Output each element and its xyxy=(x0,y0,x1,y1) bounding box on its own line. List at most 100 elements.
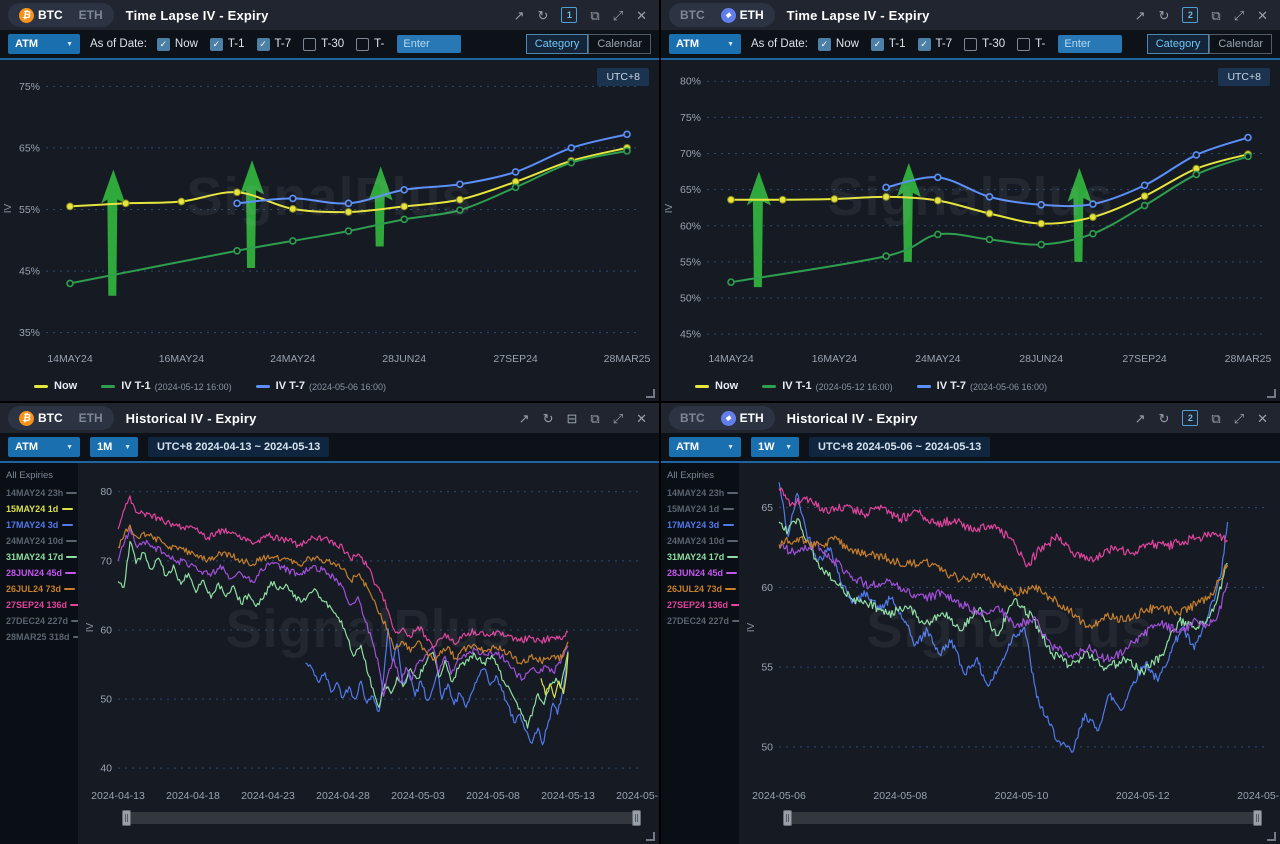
asof-checkbox-t-1[interactable]: ✓T-1 xyxy=(871,38,906,51)
close-icon[interactable]: ✕ xyxy=(1257,9,1268,22)
duplicate-icon[interactable]: ⧉ xyxy=(1211,412,1220,425)
checkbox-box[interactable] xyxy=(356,38,369,51)
coin-option-btc[interactable]: BTC xyxy=(672,411,713,425)
expiry-list-item[interactable]: 27DEC24 227d xyxy=(0,613,78,629)
expiry-list-item[interactable]: 31MAY24 17d xyxy=(0,549,78,565)
expand-icon[interactable]: ⤢ xyxy=(1234,412,1244,425)
strike-select[interactable]: ATM ▼ xyxy=(8,34,80,54)
expiry-list-item[interactable]: 27DEC24 227d xyxy=(661,613,739,629)
historical-chart[interactable]: SignalPlus IV 40506070802024-04-132024-0… xyxy=(78,463,659,808)
resize-handle-icon[interactable] xyxy=(646,832,655,841)
slider-handle-left[interactable] xyxy=(122,810,131,826)
expand-icon[interactable]: ⤢ xyxy=(613,412,623,425)
strike-select[interactable]: ATM ▼ xyxy=(8,437,80,457)
expiry-list-item[interactable]: 15MAY24 1d xyxy=(0,501,78,517)
t-custom-input[interactable]: Enter xyxy=(1058,35,1122,53)
asof-checkbox-t-7[interactable]: ✓T-7 xyxy=(918,38,953,51)
expiry-list-item[interactable]: 17MAY24 3d xyxy=(661,517,739,533)
refresh-icon[interactable]: ↻ xyxy=(537,9,548,22)
chart-svg[interactable]: 40506070802024-04-132024-04-182024-04-23… xyxy=(78,463,659,808)
external-link-icon[interactable]: ↗ xyxy=(519,412,530,425)
coin-option-eth[interactable]: ETH xyxy=(71,8,111,22)
time-range-slider[interactable] xyxy=(783,812,1262,824)
expiry-list-item[interactable]: 24MAY24 10d xyxy=(0,533,78,549)
legend-item[interactable]: IV T-1(2024-05-12 16:00) xyxy=(762,380,892,392)
period-select[interactable]: 1M ▼ xyxy=(90,437,138,457)
coin-option-eth[interactable]: ◆ ETH xyxy=(713,411,772,426)
expand-icon[interactable]: ⤢ xyxy=(1234,9,1244,22)
external-link-icon[interactable]: ↗ xyxy=(1135,412,1146,425)
time-range-slider[interactable] xyxy=(122,812,641,824)
period-select[interactable]: 1W ▼ xyxy=(751,437,799,457)
expiry-list-item[interactable]: 26JUL24 73d xyxy=(0,581,78,597)
slider-handle-left[interactable] xyxy=(783,810,792,826)
legend-item[interactable]: IV T-1(2024-05-12 16:00) xyxy=(101,380,231,392)
slider-handle-right[interactable] xyxy=(632,810,641,826)
strike-select[interactable]: ATM ▼ xyxy=(669,437,741,457)
expiry-list-item[interactable]: 17MAY24 3d xyxy=(0,517,78,533)
timelapse-chart[interactable]: SignalPlus UTC+8 IV 45%50%55%60%65%70%75… xyxy=(661,60,1280,371)
panel-number-badge[interactable]: 2 xyxy=(1182,7,1198,23)
archive-icon[interactable]: ⊟ xyxy=(566,412,577,425)
resize-handle-icon[interactable] xyxy=(1267,389,1276,398)
close-icon[interactable]: ✕ xyxy=(636,9,647,22)
close-icon[interactable]: ✕ xyxy=(1257,412,1268,425)
t-custom-input[interactable]: Enter xyxy=(397,35,461,53)
coin-option-eth[interactable]: ◆ ETH xyxy=(713,8,772,23)
expiry-list-item[interactable]: 31MAY24 17d xyxy=(661,549,739,565)
legend-item[interactable]: IV T-7(2024-05-06 16:00) xyxy=(917,380,1047,392)
view-button-category[interactable]: Category xyxy=(526,34,589,54)
expand-icon[interactable]: ⤢ xyxy=(613,9,623,22)
view-button-calendar[interactable]: Calendar xyxy=(588,34,651,54)
asof-checkbox-t-7[interactable]: ✓T-7 xyxy=(257,38,292,51)
duplicate-icon[interactable]: ⧉ xyxy=(590,9,599,22)
external-link-icon[interactable]: ↗ xyxy=(1135,9,1146,22)
strike-select[interactable]: ATM ▼ xyxy=(669,34,741,54)
chart-svg[interactable]: 505560652024-05-062024-05-082024-05-1020… xyxy=(739,463,1280,808)
asof-checkbox-t-30[interactable]: T-30 xyxy=(964,38,1005,51)
asof-checkbox-t-[interactable]: T- xyxy=(356,38,384,51)
expiry-list-item[interactable]: 27SEP24 136d xyxy=(0,597,78,613)
expiry-list-item[interactable]: 14MAY24 23h xyxy=(661,485,739,501)
refresh-icon[interactable]: ↻ xyxy=(1158,9,1169,22)
checkbox-box[interactable] xyxy=(303,38,316,51)
view-button-category[interactable]: Category xyxy=(1147,34,1210,54)
resize-handle-icon[interactable] xyxy=(646,389,655,398)
checkbox-box[interactable]: ✓ xyxy=(818,38,831,51)
duplicate-icon[interactable]: ⧉ xyxy=(1211,9,1220,22)
legend-item[interactable]: Now xyxy=(695,380,738,392)
asof-checkbox-t-[interactable]: T- xyxy=(1017,38,1045,51)
checkbox-box[interactable] xyxy=(1017,38,1030,51)
panel-number-badge[interactable]: 2 xyxy=(1182,410,1198,426)
checkbox-box[interactable]: ✓ xyxy=(871,38,884,51)
asof-checkbox-t-30[interactable]: T-30 xyxy=(303,38,344,51)
expiry-list-item[interactable]: 28JUN24 45d xyxy=(0,565,78,581)
coin-option-btc[interactable]: ₿ BTC xyxy=(11,411,71,426)
asof-checkbox-now[interactable]: ✓Now xyxy=(818,38,859,51)
legend-item[interactable]: Now xyxy=(34,380,77,392)
historical-chart[interactable]: SignalPlus IV 505560652024-05-062024-05-… xyxy=(739,463,1280,808)
close-icon[interactable]: ✕ xyxy=(636,412,647,425)
chart-svg[interactable]: 45%50%55%60%65%70%75%80%14MAY2416MAY2424… xyxy=(661,60,1280,371)
expiry-list-item[interactable]: 14MAY24 23h xyxy=(0,485,78,501)
slider-handle-right[interactable] xyxy=(1253,810,1262,826)
chart-svg[interactable]: 35%45%55%65%75%14MAY2416MAY2424MAY2428JU… xyxy=(0,60,659,371)
coin-option-btc[interactable]: ₿ BTC xyxy=(11,8,71,23)
duplicate-icon[interactable]: ⧉ xyxy=(590,412,599,425)
resize-handle-icon[interactable] xyxy=(1267,832,1276,841)
checkbox-box[interactable]: ✓ xyxy=(157,38,170,51)
legend-item[interactable]: IV T-7(2024-05-06 16:00) xyxy=(256,380,386,392)
checkbox-box[interactable]: ✓ xyxy=(210,38,223,51)
asof-checkbox-now[interactable]: ✓Now xyxy=(157,38,198,51)
coin-option-eth[interactable]: ETH xyxy=(71,411,111,425)
checkbox-box[interactable]: ✓ xyxy=(918,38,931,51)
expiry-list-item[interactable]: 28JUN24 45d xyxy=(661,565,739,581)
panel-number-badge[interactable]: 1 xyxy=(561,7,577,23)
view-button-calendar[interactable]: Calendar xyxy=(1209,34,1272,54)
expiry-list-item[interactable]: 26JUL24 73d xyxy=(661,581,739,597)
checkbox-box[interactable]: ✓ xyxy=(257,38,270,51)
timelapse-chart[interactable]: SignalPlus UTC+8 IV 35%45%55%65%75%14MAY… xyxy=(0,60,659,371)
refresh-icon[interactable]: ↻ xyxy=(543,412,554,425)
external-link-icon[interactable]: ↗ xyxy=(514,9,525,22)
asof-checkbox-t-1[interactable]: ✓T-1 xyxy=(210,38,245,51)
